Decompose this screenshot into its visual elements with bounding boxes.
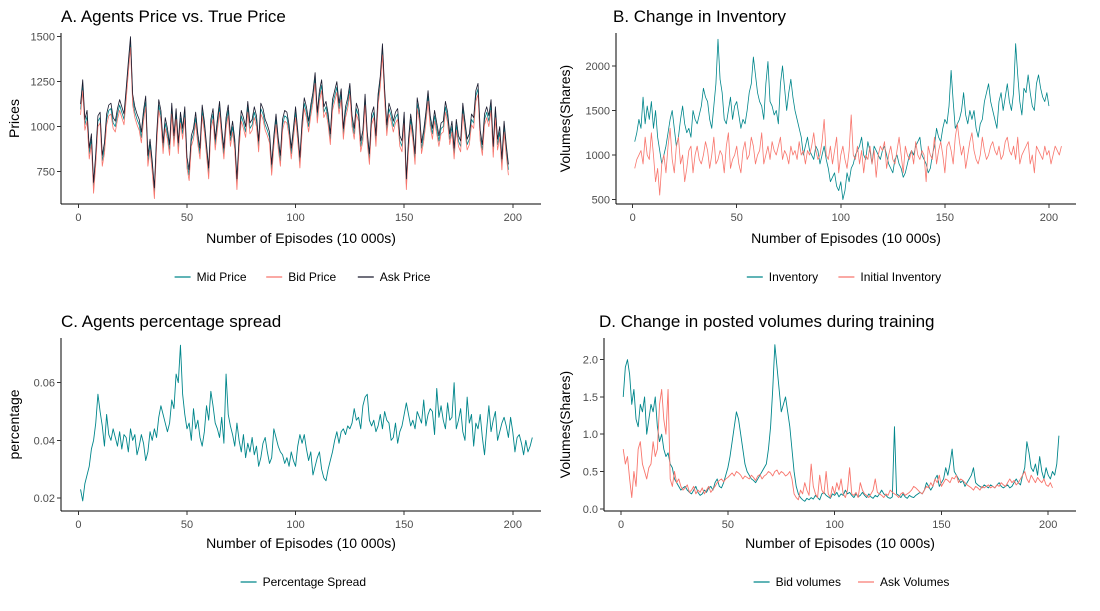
x-tick-label: 0 xyxy=(630,212,636,224)
x-tick-label: 50 xyxy=(731,212,743,224)
panel-b: B. Change in Inventory 0 50 100 150 200 500 100… xyxy=(557,7,1076,284)
x-tick-label: 100 xyxy=(286,519,304,531)
series-line-inventory xyxy=(634,38,1050,200)
y-tick-label: 0.02 xyxy=(34,493,55,505)
y-tick-label: 0.0 xyxy=(583,504,598,516)
x-tick-label: 150 xyxy=(395,519,413,531)
legend-label: Ask Volumes xyxy=(880,575,949,589)
chart-title: B. Change in Inventory xyxy=(613,7,786,26)
x-tick-label: 150 xyxy=(936,212,954,224)
legend-item: Initial Inventory xyxy=(838,270,941,284)
legend-item: Ask Volumes xyxy=(858,575,949,589)
legend-item: Inventory xyxy=(746,270,818,284)
y-tick-label: 1500 xyxy=(31,32,55,44)
legend-item: Percentage Spread xyxy=(240,575,366,589)
y-tick-label: 1500 xyxy=(586,105,610,117)
y-tick-label: 1250 xyxy=(31,77,55,89)
series-line-ask-price xyxy=(80,36,509,189)
y-tick-label: 2000 xyxy=(586,61,610,73)
y-tick-label: 1000 xyxy=(31,122,55,134)
chart-title: D. Change in posted volumes during train… xyxy=(599,312,934,331)
y-tick-label: 1.5 xyxy=(583,392,598,404)
legend-item: Mid Price xyxy=(174,270,247,284)
y-tick-label: 2.0 xyxy=(583,355,598,367)
plot-area xyxy=(622,344,1060,502)
plot-area xyxy=(634,38,1062,200)
x-tick-label: 200 xyxy=(504,212,522,224)
legend-item: Bid Price xyxy=(266,270,337,284)
x-tick-label: 50 xyxy=(181,519,193,531)
x-axis-title: Number of Episodes (10 000s) xyxy=(751,230,941,246)
legend-label: Percentage Spread xyxy=(263,575,366,589)
x-tick-label: 50 xyxy=(181,212,193,224)
series-line-mid-price xyxy=(80,41,509,194)
legend: Bid volumes Ask Volumes xyxy=(753,575,949,589)
legend-label: Mid Price xyxy=(197,270,247,284)
x-tick-label: 0 xyxy=(618,519,624,531)
x-tick-label: 100 xyxy=(832,212,850,224)
x-tick-label: 100 xyxy=(825,519,843,531)
legend-item: Bid volumes xyxy=(753,575,841,589)
legend-item: Ask Price xyxy=(357,270,431,284)
legend-label: Bid Price xyxy=(288,270,336,284)
y-tick-label: 0.5 xyxy=(583,466,598,478)
y-tick-label: 0.06 xyxy=(34,378,55,390)
x-tick-label: 50 xyxy=(722,519,734,531)
chart-title: A. Agents Price vs. True Price xyxy=(61,7,286,26)
x-tick-label: 0 xyxy=(75,212,81,224)
x-tick-label: 200 xyxy=(1039,519,1057,531)
y-axis-title: percentage xyxy=(6,389,22,459)
chart-title: C. Agents percentage spread xyxy=(61,312,281,331)
x-tick-label: 200 xyxy=(1040,212,1058,224)
legend-label: Bid volumes xyxy=(776,575,841,589)
y-axis-title: Volumes(Shares) xyxy=(557,371,573,478)
legend: Mid Price Bid Price Ask Price xyxy=(174,270,431,284)
y-axis-title: Volumes(Shares) xyxy=(557,65,573,172)
series-line-percentage-spread xyxy=(80,344,533,502)
y-tick-label: 1.0 xyxy=(583,429,598,441)
series-line-bid-price xyxy=(80,47,509,200)
panel-c: C. Agents percentage spread 0 50 100 150 200 0… xyxy=(6,312,541,589)
legend-label: Inventory xyxy=(769,270,818,284)
series-line-ask-volumes xyxy=(622,389,1053,501)
y-tick-label: 1000 xyxy=(586,150,610,162)
series-line-bid-volumes xyxy=(622,344,1060,502)
plot-area xyxy=(80,36,509,200)
y-tick-label: 750 xyxy=(37,167,55,179)
plot-area xyxy=(80,344,533,502)
legend-label: Ask Price xyxy=(380,270,431,284)
x-tick-label: 100 xyxy=(286,212,304,224)
legend: Inventory Initial Inventory xyxy=(746,270,941,284)
y-tick-label: 500 xyxy=(592,195,610,207)
x-tick-label: 150 xyxy=(932,519,950,531)
panel-d: D. Change in posted volumes during train… xyxy=(557,312,1076,589)
legend-label: Initial Inventory xyxy=(860,270,941,284)
panel-a: A. Agents Price vs. True Price 0 50 100 150 2… xyxy=(6,7,541,284)
x-tick-label: 0 xyxy=(75,519,81,531)
legend: Percentage Spread xyxy=(240,575,366,589)
y-axis-title: Prices xyxy=(6,99,22,138)
x-tick-label: 200 xyxy=(504,519,522,531)
x-tick-label: 150 xyxy=(395,212,413,224)
x-axis-title: Number of Episodes (10 000s) xyxy=(206,230,396,246)
x-axis-title: Number of Episodes (10 000s) xyxy=(745,535,935,551)
x-axis-title: Number of Episodes (10 000s) xyxy=(206,535,396,551)
series-line-initial-inventory xyxy=(634,114,1062,196)
y-tick-label: 0.04 xyxy=(34,435,55,447)
